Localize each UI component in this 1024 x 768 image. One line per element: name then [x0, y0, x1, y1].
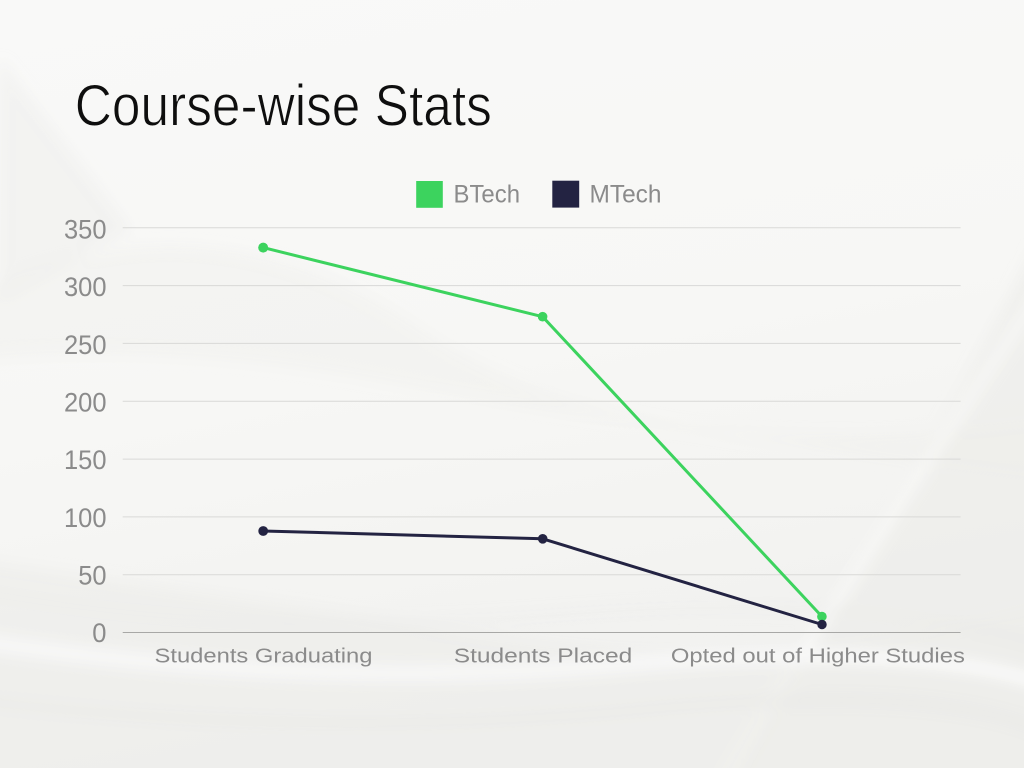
svg-text:100: 100 [64, 503, 107, 533]
svg-text:150: 150 [64, 445, 107, 475]
svg-text:BTech: BTech [454, 181, 521, 209]
svg-text:Students Graduating: Students Graduating [155, 644, 373, 667]
svg-text:200: 200 [64, 387, 107, 417]
svg-text:50: 50 [78, 561, 106, 591]
svg-text:MTech: MTech [590, 181, 662, 209]
svg-text:250: 250 [64, 330, 107, 360]
svg-text:300: 300 [64, 272, 107, 302]
svg-text:Opted out of Higher Studies: Opted out of Higher Studies [671, 644, 965, 667]
svg-text:0: 0 [92, 618, 106, 648]
svg-text:350: 350 [64, 214, 107, 244]
svg-text:Students Placed: Students Placed [454, 644, 633, 667]
svg-text:Course-wise Stats: Course-wise Stats [75, 74, 492, 139]
